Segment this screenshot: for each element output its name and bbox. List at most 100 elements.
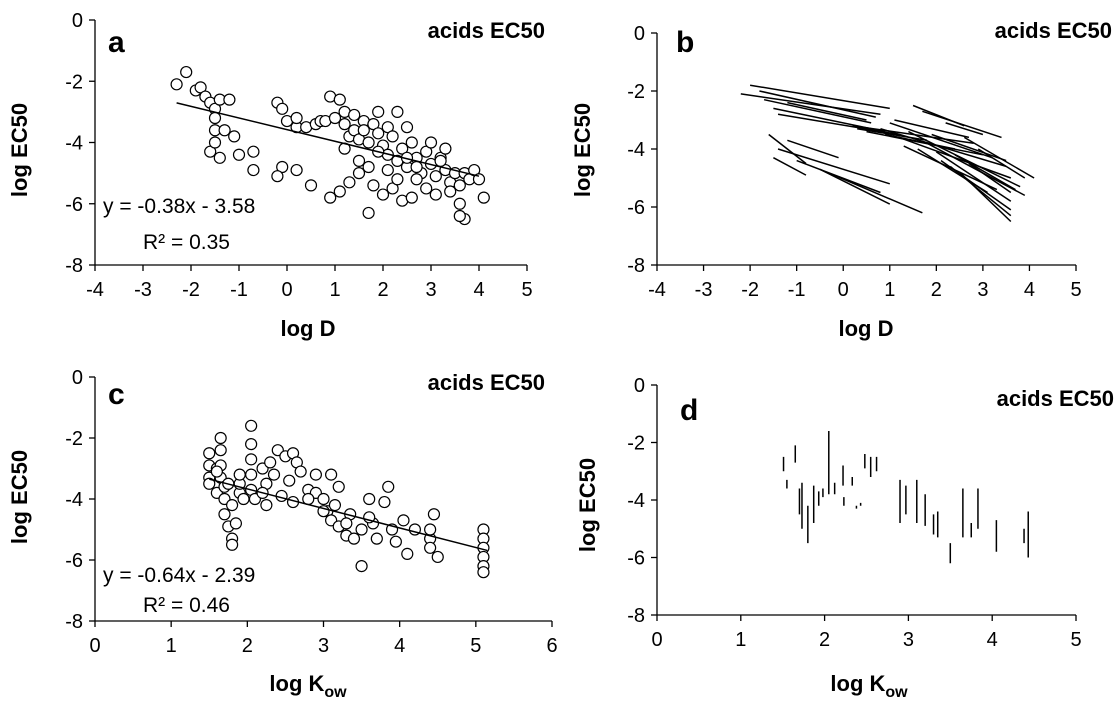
panel-a-x-tick-label: 5 <box>521 279 532 301</box>
panel-c-y-tick-label: -4 <box>65 489 83 511</box>
panel-c-x-tick-label: 3 <box>318 635 329 657</box>
panel-b-segment <box>880 127 1007 168</box>
panel-b-segment <box>903 145 998 191</box>
panel-b-segment <box>894 119 970 139</box>
panel-b-segment <box>949 165 1012 217</box>
panel-c-point <box>397 514 410 527</box>
panel-d-y-tick-label: -4 <box>627 490 645 512</box>
panel-c-marks <box>203 419 490 579</box>
panel-c-x-tick-label: 0 <box>89 635 100 657</box>
panel-c-point <box>477 566 490 579</box>
panel-c-x-tick-label: 1 <box>166 635 177 657</box>
panel-d-x-tick-label: 3 <box>903 629 914 651</box>
panel-b-x-tick-label: -2 <box>741 279 759 301</box>
panel-d-letter: d <box>680 394 698 427</box>
panel-a-y-tick-label: -8 <box>65 255 83 277</box>
panel-c-point <box>424 541 437 554</box>
panel-c-point <box>382 480 395 493</box>
panel-a-point <box>223 93 236 106</box>
panel-c-point <box>355 523 368 536</box>
panel-a-x-tick-label: -4 <box>86 279 104 301</box>
panel-c-x-tick-label: 4 <box>394 635 405 657</box>
panel-b-segment <box>787 101 867 121</box>
panel-b-segment <box>954 154 1016 191</box>
panel-a-point <box>333 185 346 198</box>
panel-c-point <box>325 468 338 481</box>
panel-a-point <box>362 206 375 220</box>
panel-b-x-tick-label: -3 <box>695 279 713 301</box>
panel-c-point <box>370 532 383 545</box>
panel-c-point <box>245 419 258 432</box>
panel-c-axes: 0 -2 -4 -6 -8 0 1 2 3 4 5 6 <box>65 367 557 657</box>
panel-a-xlabel: log D <box>281 316 336 341</box>
panel-d-ylabel: log EC50 <box>575 458 600 552</box>
panel-a-point <box>410 160 423 174</box>
panel-a-point <box>362 160 375 174</box>
panel-b-segment <box>968 162 1012 194</box>
panel-d: 0 -2 -4 -6 -8 0 1 2 3 4 5 d acids EC50 log Kow log… <box>575 375 1114 701</box>
panel-a-letter: a <box>108 26 125 59</box>
panel-c-point <box>363 492 376 506</box>
panel-a-point <box>247 163 260 177</box>
panel-c-r2: R² = 0.46 <box>143 594 230 617</box>
panel-c-letter: c <box>108 378 125 411</box>
panel-a-y-tick-label: -4 <box>65 133 83 155</box>
panel-c-x-tick-label: 5 <box>470 635 481 657</box>
panel-a-equation: y = -0.38x - 3.58 <box>103 195 255 218</box>
panel-a-point <box>367 179 380 192</box>
panel-a-point <box>362 136 375 149</box>
panel-c-xlabel-sub: ow <box>324 684 347 701</box>
panel-c-point <box>214 444 227 457</box>
panel-b-x-tick-label: 1 <box>884 279 895 301</box>
panel-c-point <box>264 456 277 469</box>
panel-a-point <box>271 170 284 183</box>
panel-c-point <box>332 480 345 493</box>
panel-d-marks <box>782 431 1029 564</box>
panel-a-point <box>477 191 490 204</box>
panel-a-point <box>444 185 457 198</box>
panel-b-y-tick-label: -2 <box>627 81 645 103</box>
panel-a-point <box>348 108 361 122</box>
panel-a-point <box>386 130 399 143</box>
panel-c-x-tick-label: 6 <box>546 635 557 657</box>
panel-a-point <box>376 188 390 201</box>
panel-a-point <box>208 111 222 125</box>
panel-c-point <box>226 499 239 512</box>
panel-c-x-tick-label: 2 <box>242 635 253 657</box>
panel-a-y-tick-label: -2 <box>65 71 83 93</box>
panel-a-point <box>352 154 366 167</box>
panel-b-ylabel: log EC50 <box>570 103 595 197</box>
panel-c-point <box>294 465 307 478</box>
panel-c-point <box>226 538 239 551</box>
panel-b-y-tick-label: -4 <box>627 139 645 161</box>
panel-a-point <box>453 179 466 192</box>
panel-d-x-tick-label: 1 <box>735 629 746 651</box>
panel-a-x-tick-label: 4 <box>473 279 484 301</box>
panel-a-point <box>472 173 486 186</box>
panel-a-point <box>357 124 370 137</box>
panel-c-point <box>245 468 258 481</box>
panel-a-point <box>247 145 260 158</box>
panel-b-segment <box>935 151 1012 202</box>
panel-a-point <box>352 167 366 180</box>
panel-a-x-tick-label: -3 <box>134 279 152 301</box>
panel-b-segment <box>740 93 881 115</box>
panel-b-x-tick-label: 0 <box>838 279 849 301</box>
panel-c-point <box>267 468 281 481</box>
panel-a-trendline <box>176 102 480 177</box>
panel-b-segment <box>833 174 923 214</box>
panel-a-point <box>405 136 418 149</box>
panel-c-point <box>431 550 444 564</box>
panel-d-xlabel: log Kow <box>830 671 908 701</box>
panel-c-point <box>203 447 216 460</box>
panel-c-point <box>340 517 353 530</box>
panel-c-point <box>229 517 243 530</box>
panel-b-x-tick-label: 2 <box>931 279 942 301</box>
panel-a-axes: 0-2-4-6-8-4 -3 -2 -1 0 1 2 3 4 5 <box>65 10 532 301</box>
panel-a-ylabel: log EC50 <box>7 103 32 197</box>
panel-c-point <box>218 508 231 521</box>
panel-c-point <box>245 438 258 451</box>
panel-d-x-tick-label: 0 <box>651 629 662 651</box>
panel-c-point <box>275 489 288 503</box>
panel-a-y-tick-label: 0 <box>72 10 83 32</box>
